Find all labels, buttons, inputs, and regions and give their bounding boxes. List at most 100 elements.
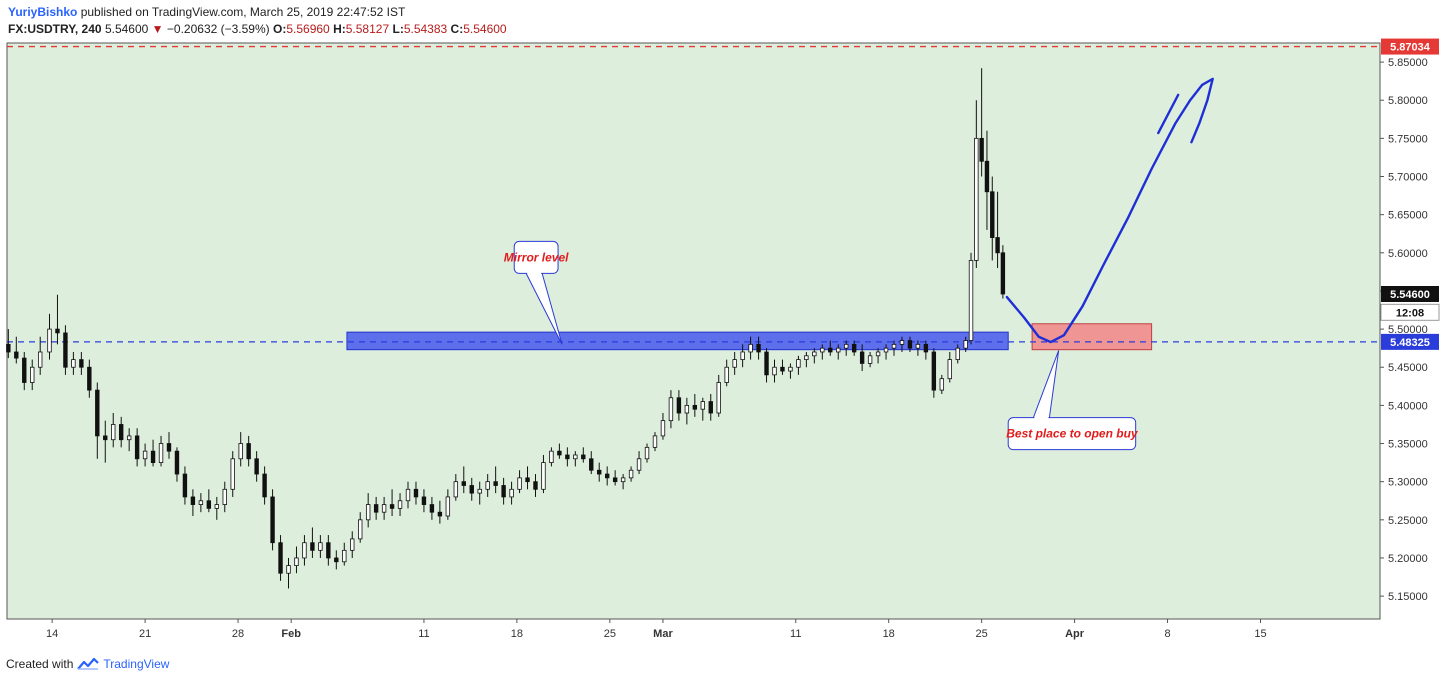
support-price-label[interactable]: 5.48325 [1381, 333, 1439, 350]
candle-body [628, 469, 634, 479]
candle-body [166, 443, 172, 452]
candle-body [294, 557, 299, 566]
mirror-level-callout-text: Mirror level [504, 250, 569, 264]
price-axis[interactable]: 5.15000 5.20000 5.25000 5.30000 5.35000 5.400… [1380, 57, 1428, 603]
candle-body [748, 343, 753, 353]
x-tick-label: Mar [653, 628, 673, 640]
candle [461, 466, 466, 494]
candle-body [620, 477, 626, 483]
author-link[interactable]: YuriyBishko [8, 5, 78, 19]
candle [190, 489, 196, 517]
callout-pointer [1032, 350, 1060, 418]
candle [644, 443, 650, 463]
candle-body [509, 488, 514, 498]
candle [652, 432, 658, 452]
change-value: −0.20632 (−3.59%) [166, 22, 270, 36]
resistance-price-label-text: 5.87034 [1390, 42, 1431, 54]
candle [509, 481, 514, 505]
candle-body [262, 473, 267, 498]
candle-body [581, 454, 586, 460]
candle [246, 435, 251, 467]
close-label: C: [450, 22, 464, 36]
open-value: 5.56960 [286, 22, 330, 36]
candle-body [828, 347, 833, 353]
candle-body [174, 450, 180, 475]
candle-body [851, 343, 857, 353]
candle [963, 336, 968, 352]
candle [597, 462, 602, 482]
candle-body [644, 446, 650, 460]
candle [828, 340, 833, 356]
candle-body [604, 473, 610, 479]
candle [875, 348, 881, 364]
candle-body [421, 496, 427, 505]
candle-body [756, 343, 761, 353]
candle [883, 344, 889, 360]
y-tick-label: 5.85000 [1388, 57, 1428, 69]
candle-body [134, 435, 140, 460]
candle-body [126, 435, 132, 441]
countdown-label-text: 12:08 [1396, 307, 1424, 319]
countdown-label[interactable]: 12:08 [1380, 303, 1440, 321]
candle [150, 439, 156, 467]
support-zone[interactable] [346, 331, 1009, 351]
candle-body [493, 481, 498, 486]
publish-info: published on TradingView.com, March 25, … [80, 5, 406, 19]
tradingview-logo-icon [77, 657, 100, 670]
plot-area[interactable] [6, 42, 1381, 620]
candle [620, 474, 626, 490]
x-tick-label: 28 [232, 628, 244, 640]
candle [589, 451, 594, 475]
candle [182, 466, 188, 505]
buy-zone[interactable] [1031, 323, 1153, 351]
tradingview-brand[interactable]: TradingView [103, 657, 170, 671]
support-price-label-bg [1381, 333, 1439, 350]
candle [525, 466, 530, 490]
projection-arrow-path[interactable] [1005, 77, 1214, 344]
candle [142, 443, 148, 467]
candle [342, 542, 347, 566]
candle-body [389, 504, 395, 509]
high-value: 5.58127 [345, 22, 390, 36]
y-tick-label: 5.30000 [1388, 477, 1428, 489]
candle-body [1000, 252, 1006, 295]
candle-body [963, 340, 968, 349]
candle-body [111, 424, 116, 441]
candle [676, 390, 682, 421]
resistance-price-label[interactable]: 5.87034 [1381, 38, 1439, 55]
candle-body [158, 443, 164, 464]
candle [716, 374, 721, 417]
candle-body [453, 481, 459, 498]
best-buy-callout[interactable]: Best place to open buy [1006, 350, 1139, 451]
candle [30, 359, 35, 391]
arrow-head-stroke[interactable] [1157, 93, 1180, 135]
candle [915, 340, 921, 356]
candle-body [541, 462, 546, 490]
mirror-level-callout[interactable]: Mirror level [504, 240, 569, 345]
candle-body [597, 469, 602, 475]
candle-body [103, 435, 108, 441]
low-value: 5.54383 [403, 22, 448, 36]
x-tick-label: 21 [139, 628, 151, 640]
candle [844, 340, 849, 356]
candle-body [844, 343, 849, 349]
symbol-label[interactable]: FX:USDTRY, 240 [8, 22, 102, 36]
candle [668, 390, 674, 429]
last-price-label[interactable]: 5.54600 [1381, 285, 1439, 302]
candle [740, 344, 745, 368]
last-value: 5.54600 [104, 22, 149, 36]
candle-body [557, 450, 562, 456]
last-price-label-bg [1381, 285, 1439, 302]
candle-body [899, 340, 905, 345]
candle-body [302, 542, 307, 559]
y-tick-label: 5.80000 [1388, 95, 1428, 107]
candle-body [397, 500, 403, 509]
candle-body [214, 504, 220, 509]
time-axis[interactable]: 14 21 28 Feb 11 18 25 Mar 11 18 25 Apr 8 15 [46, 619, 1267, 640]
candle-body [71, 359, 76, 368]
candle [95, 382, 100, 459]
candle-body [222, 488, 227, 505]
candle [1000, 245, 1006, 299]
candle [804, 351, 809, 368]
